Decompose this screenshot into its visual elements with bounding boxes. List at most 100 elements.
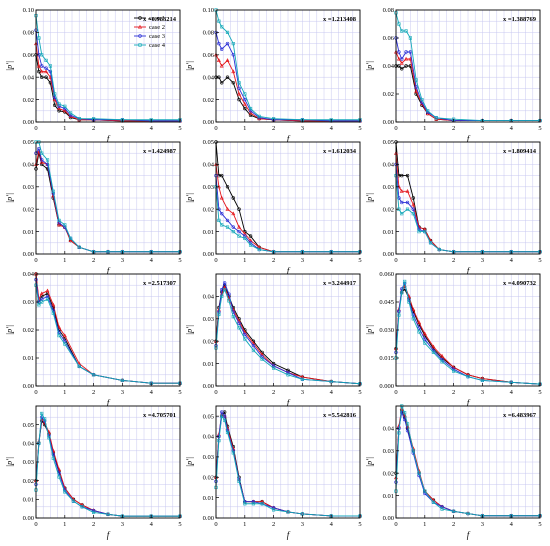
x-tick-label: 5 [538, 125, 541, 132]
y-tick-label: 0.02 [383, 470, 394, 477]
data-point [220, 410, 224, 414]
y-tick-label: 0.02 [203, 206, 214, 213]
y-tick-label: 0.00 [23, 383, 34, 390]
x-tick-label: 0 [214, 257, 217, 264]
x-tick-label: 4 [510, 125, 514, 132]
series-line-case-4 [395, 404, 540, 517]
x-tick-label: 1 [243, 389, 246, 396]
data-point [220, 223, 224, 227]
data-point [243, 502, 247, 506]
data-point [57, 333, 61, 338]
data-point [451, 369, 456, 373]
y-axis-label: |p'| [365, 457, 374, 467]
x-tick-label: 5 [178, 521, 181, 528]
y-tick-label: 0.10 [23, 7, 34, 14]
data-point [106, 512, 110, 516]
data-point [40, 162, 44, 167]
data-point [68, 236, 73, 240]
subplot-5: 0 1 2 3 4 5 0.00 0.01 0.02 0.03 0.04 0.05 f |p'| x =1.… [185, 139, 363, 276]
data-point [231, 314, 235, 319]
x-tick-label: 4 [150, 521, 154, 528]
x-tick-label: 1 [423, 257, 426, 264]
data-point [40, 158, 44, 162]
x-tick-label: 1 [243, 521, 246, 528]
data-point [231, 81, 235, 85]
x-tick-label: 0 [34, 521, 37, 528]
subplot-7: 0 1 2 3 4 5 0.00 0.01 0.02 0.03 0.04 f |p'| x =2.5173… [5, 271, 183, 408]
x-tick-label: 4 [150, 257, 154, 264]
x-tick-label: 3 [301, 125, 304, 132]
data-point [248, 113, 253, 117]
data-point [77, 117, 81, 121]
data-point [251, 341, 256, 345]
position-annotation: x =1.388769 [503, 16, 537, 23]
data-point [45, 297, 50, 301]
series-line-case-4 [35, 285, 180, 384]
subplot-1: 0 1 2 3 4 5 0.00 0.02 0.04 0.06 0.08 0.10 f |p'| x =0.… [5, 7, 183, 144]
y-tick-label: 0.03 [383, 184, 394, 191]
data-point [231, 196, 235, 200]
y-axis-label: |p'| [5, 193, 14, 203]
data-point [400, 173, 404, 178]
data-point [45, 158, 50, 162]
data-point [248, 238, 253, 243]
y-tick-label: 0.01 [383, 229, 394, 236]
data-point [465, 372, 471, 377]
legend-label: case 3 [149, 33, 165, 40]
y-tick-label: 0.01 [383, 493, 394, 500]
data-point [397, 22, 401, 26]
data-point [68, 111, 73, 115]
x-tick-label: 0 [214, 389, 217, 396]
data-point [220, 414, 224, 418]
subplot-10: 0 1 2 3 4 5 0.00 0.01 0.02 0.03 0.04 0.05 f |p'| x =4.… [5, 405, 183, 540]
series-line-case-4 [35, 15, 180, 121]
data-point [237, 326, 241, 330]
data-point [243, 234, 247, 238]
data-point [451, 509, 456, 513]
y-tick-label: 0.04 [23, 74, 35, 81]
data-point [431, 350, 436, 355]
data-point [428, 241, 433, 245]
data-point [243, 236, 247, 240]
x-tick-label: 4 [150, 125, 154, 132]
data-point [237, 81, 241, 85]
data-point [44, 69, 49, 74]
data-point [260, 352, 265, 357]
data-point [63, 342, 67, 346]
y-tick-label: 0.01 [203, 495, 214, 502]
data-point [411, 317, 415, 321]
data-point [399, 189, 404, 193]
data-point [411, 207, 415, 211]
data-point [80, 505, 84, 509]
y-tick-label: 0.08 [23, 30, 34, 37]
y-tick-label: 0.03 [203, 184, 214, 191]
data-point [231, 69, 236, 74]
data-point [243, 332, 247, 337]
data-point [248, 109, 253, 113]
data-point [237, 479, 241, 483]
data-point [231, 225, 235, 229]
data-point [45, 162, 50, 167]
y-tick-label: 0.00 [23, 251, 34, 258]
data-point [257, 247, 261, 252]
y-tick-label: 0.03 [203, 316, 214, 323]
data-point [237, 229, 241, 234]
y-tick-label: 0.06 [203, 52, 215, 59]
data-point [251, 348, 256, 352]
plot-frame [35, 141, 181, 255]
data-point [225, 218, 230, 223]
data-point [44, 75, 48, 79]
y-tick-label: 0.00 [383, 251, 394, 258]
position-annotation: x =6.483967 [503, 412, 537, 419]
data-point [57, 475, 61, 479]
subplot-11: 0 1 2 3 4 5 0.00 0.01 0.02 0.03 0.04 0.05 f |p'| x =5.… [185, 405, 363, 540]
plot-frame [35, 9, 181, 123]
data-point [225, 30, 230, 35]
data-point [251, 502, 256, 506]
y-tick-label: 0.01 [203, 229, 214, 236]
x-tick-label: 1 [63, 389, 66, 396]
x-tick-label: 5 [538, 389, 541, 396]
y-tick-label: 0.04 [23, 271, 35, 278]
x-axis-label: f [467, 398, 471, 408]
data-point [397, 50, 401, 54]
